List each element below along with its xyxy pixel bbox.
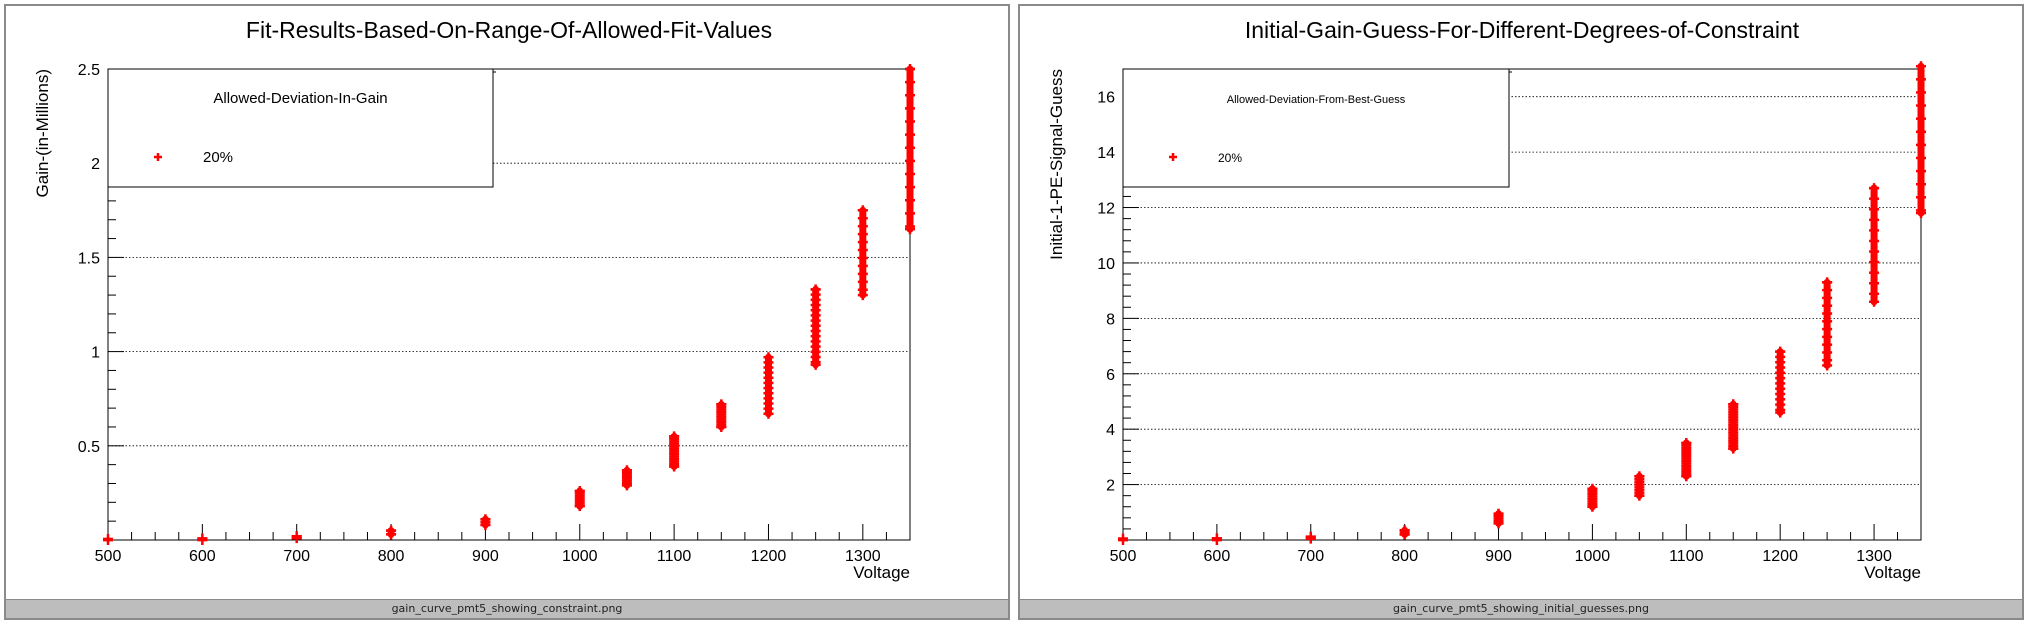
data-point-1250: [1822, 277, 1833, 371]
data-point-1350: [1916, 61, 1926, 219]
chart-title: Fit-Results-Based-On-Range-Of-Allowed-Fi…: [246, 17, 772, 43]
y-tick-label: 4: [1106, 422, 1115, 439]
data-point-1200: [1775, 346, 1786, 418]
data-point-1150: [1728, 399, 1739, 454]
data-point-1300: [1869, 183, 1880, 307]
legend-entry-label: 20%: [1218, 151, 1242, 165]
data-point-800: [386, 525, 397, 540]
data-point-1050: [621, 465, 632, 491]
chart-title: Initial-Gain-Guess-For-Different-Degrees…: [1245, 17, 1800, 43]
x-tick-label: 1000: [1575, 548, 1611, 565]
legend-entry-label: 20%: [203, 149, 233, 166]
data-point-900: [1493, 508, 1504, 529]
data-point-600: [1211, 533, 1222, 545]
x-tick-label: 500: [95, 548, 122, 565]
gain-fit-chart: Fit-Results-Based-On-Range-Of-Allowed-Fi…: [33, 17, 915, 582]
x-tick-label: 700: [283, 548, 310, 565]
x-tick-label: 1000: [562, 548, 598, 565]
y-tick-label: 2: [91, 156, 100, 173]
y-tick-label: 10: [1097, 256, 1115, 273]
data-point-700: [1305, 531, 1316, 544]
data-point-1350: [905, 64, 915, 235]
y-tick-label: 2: [1106, 478, 1115, 495]
data-point-500: [103, 534, 113, 545]
x-tick-label: 1300: [845, 548, 881, 565]
data-point-1200: [763, 352, 774, 419]
x-tick-label: 600: [1204, 548, 1231, 565]
y-tick-label: 6: [1106, 367, 1115, 384]
x-axis-label: Voltage: [853, 563, 910, 582]
y-tick-label: 2.5: [78, 62, 100, 79]
data-point-900: [480, 514, 491, 530]
x-tick-label: 900: [472, 548, 499, 565]
y-tick-label: 16: [1097, 90, 1115, 107]
x-tick-label: 1300: [1856, 548, 1892, 565]
status-bar-filename: gain_curve_pmt5_showing_initial_guesses.…: [1020, 599, 2022, 618]
data-point-1050: [1634, 471, 1645, 501]
initial-guess-chart: Initial-Gain-Guess-For-Different-Degrees…: [1047, 17, 1926, 582]
legend-box: Allowed-Deviation-From-Best-Guess 20%: [1122, 68, 1512, 188]
x-tick-label: 700: [1297, 548, 1324, 565]
chart-panel-gain-fit: Fit-Results-Based-On-Range-Of-Allowed-Fi…: [4, 4, 1010, 620]
data-point-1000: [1587, 483, 1598, 512]
x-tick-label: 600: [189, 548, 216, 565]
data-point-1300: [857, 205, 868, 301]
y-tick-label: 12: [1097, 201, 1115, 218]
x-tick-label: 900: [1485, 548, 1512, 565]
y-tick-label: 1: [91, 345, 100, 362]
x-tick-label: 800: [1391, 548, 1418, 565]
data-point-700: [291, 531, 302, 544]
data-point-1150: [716, 399, 727, 432]
y-axis-label: Initial-1-PE-Signal-Guess: [1047, 69, 1066, 260]
x-tick-label: 800: [378, 548, 405, 565]
y-tick-label: 14: [1097, 145, 1115, 162]
y-axis-label: Gain-(in-Millions): [33, 69, 52, 197]
x-tick-label: 1200: [751, 548, 787, 565]
x-tick-label: 1100: [1669, 548, 1704, 565]
x-tick-label: 1200: [1762, 548, 1798, 565]
data-point-1000: [574, 486, 585, 512]
data-point-800: [1399, 525, 1410, 540]
data-point-1100: [1681, 438, 1692, 482]
data-point-600: [197, 533, 208, 545]
data-point-500: [1118, 533, 1128, 545]
y-tick-label: 8: [1106, 311, 1115, 328]
chart-panel-initial-guess: Initial-Gain-Guess-For-Different-Degrees…: [1018, 4, 2024, 620]
status-bar-filename: gain_curve_pmt5_showing_constraint.png: [6, 599, 1008, 618]
x-axis-label: Voltage: [1864, 563, 1921, 582]
data-point-1250: [810, 284, 821, 370]
y-tick-label: 1.5: [78, 250, 100, 267]
data-point-1100: [669, 431, 680, 472]
legend-title: Allowed-Deviation-From-Best-Guess: [1227, 94, 1406, 106]
x-tick-label: 1100: [657, 548, 692, 565]
y-tick-label: 0.5: [78, 439, 100, 456]
legend-title: Allowed-Deviation-In-Gain: [213, 90, 387, 107]
x-tick-label: 500: [1110, 548, 1137, 565]
legend-box: Allowed-Deviation-In-Gain 20%: [107, 68, 496, 188]
